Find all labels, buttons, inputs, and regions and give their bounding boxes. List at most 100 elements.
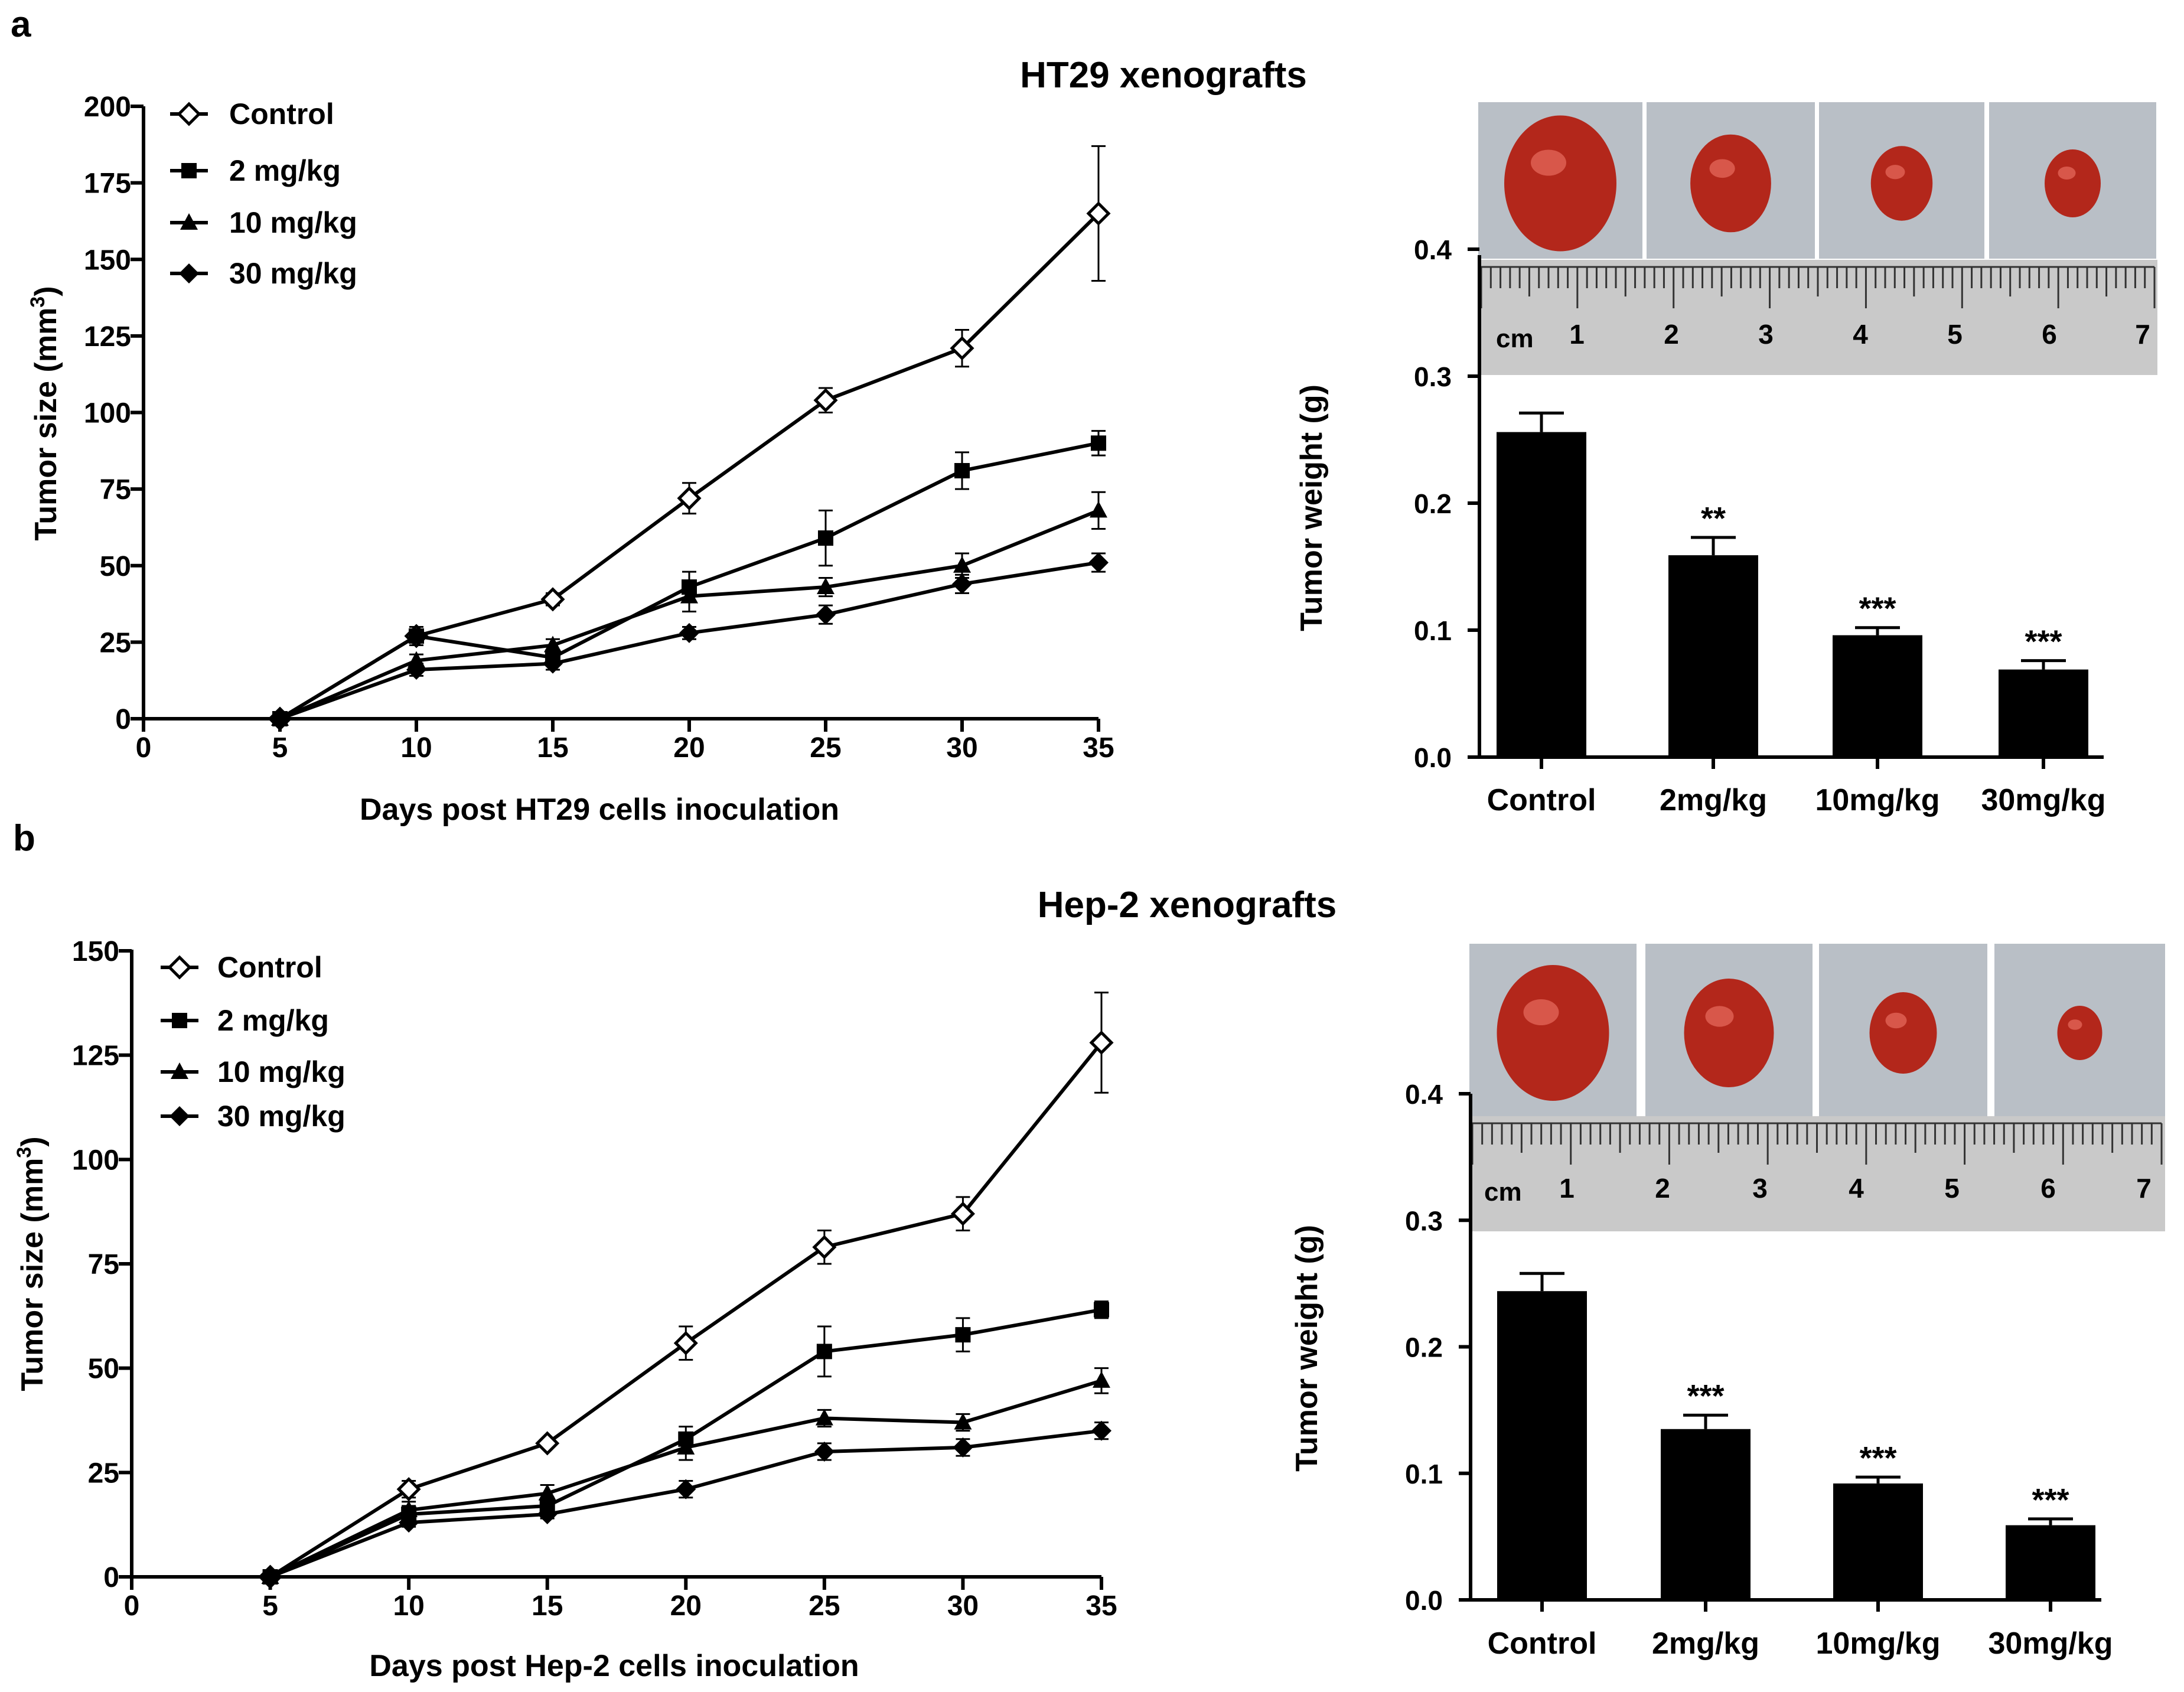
data-point (544, 635, 562, 653)
ruler-number: 4 (1849, 1173, 1864, 1204)
data-point (406, 660, 426, 680)
y-tick-label: 25 (88, 1458, 119, 1489)
x-tick-label: 25 (810, 732, 841, 764)
data-point (1091, 435, 1106, 451)
tumor (1497, 965, 1609, 1101)
legend-marker (180, 213, 198, 230)
panel-b-ruler-unit: cm (1484, 1178, 1522, 1207)
data-point (400, 1500, 418, 1517)
significance-stars: ** (1701, 501, 1726, 536)
data-point (535, 1431, 560, 1456)
tumor-highlight (1531, 149, 1566, 176)
y-tick-label: 50 (88, 1354, 119, 1385)
panel-a-title: HT29 xenografts (1020, 55, 1307, 96)
panel-a-bar-chart: 0.0 0.1 0.2 0.3 0.4 Control 2mg/kg ** 10mg/kg **… (1295, 234, 2105, 817)
tumor-highlight (1709, 159, 1735, 178)
legend-marker (177, 102, 201, 126)
panel-a-photo-tiles (1478, 102, 2156, 259)
y-tick-label: 150 (72, 936, 119, 967)
legend-marker (181, 163, 197, 178)
data-point (1094, 1302, 1109, 1318)
y-tick-label: 125 (84, 321, 131, 353)
panel-b-line-legend: Control 2 mg/kg 10 mg/kg 30 mg/kg (161, 951, 345, 1133)
panel-b-line-ylabel-close: ) (15, 1136, 50, 1146)
x-tick-label: 15 (537, 732, 568, 764)
data-point (812, 1235, 837, 1260)
data-point (950, 336, 974, 361)
y-tick-label: 200 (84, 92, 131, 123)
bar (1668, 555, 1758, 757)
data-point (813, 388, 838, 413)
panel-a-line-ylabel-sup: 3 (27, 296, 49, 308)
legend-label: 2 mg/kg (229, 154, 341, 187)
x-tick-label: 30 (947, 1590, 979, 1622)
bar-y-tick-label: 0.3 (1405, 1205, 1443, 1236)
panel-b-line-ylabel-main: Tumor size (mm (15, 1158, 50, 1391)
ruler-number: 1 (1569, 319, 1585, 350)
y-tick-label: 0 (103, 1562, 119, 1593)
x-tick-label: 10 (400, 732, 432, 764)
data-point (954, 463, 970, 479)
panel-b-line-xticks: 0 5 10 15 20 25 30 35 (124, 1577, 1117, 1622)
tumor (1869, 992, 1937, 1074)
data-point (953, 1437, 973, 1458)
panel-b-line-ylabel: Tumor size (mm3) (13, 1136, 50, 1391)
ruler-number: 1 (1559, 1173, 1575, 1204)
data-point (954, 1413, 972, 1430)
panel-b-line-xlabel: Days post Hep-2 cells inoculation (369, 1649, 859, 1683)
data-point (1088, 552, 1109, 573)
data-point (680, 586, 698, 604)
tumor (2057, 1006, 2102, 1060)
y-tick-label: 100 (72, 1145, 119, 1176)
bar-category-label: 10mg/kg (1815, 783, 1940, 817)
y-tick-label: 0 (115, 704, 131, 735)
data-point (676, 1479, 696, 1499)
data-point (677, 1437, 695, 1455)
significance-stars: *** (1859, 1440, 1896, 1476)
bar (1497, 1291, 1587, 1600)
y-tick-label: 50 (100, 551, 131, 582)
panel-b-bar-yticks: 0.0 0.1 0.2 0.3 0.4 (1405, 1079, 1471, 1616)
legend-marker (179, 263, 199, 283)
data-point (409, 628, 424, 644)
data-point (1093, 1371, 1110, 1388)
y-tick-label: 175 (84, 168, 131, 200)
ruler-number: 2 (1664, 319, 1679, 350)
data-point (817, 578, 835, 595)
bar-y-tick-label: 0.1 (1414, 615, 1452, 646)
panel-b-bars: Control 2mg/kg *** 10mg/kg *** 30mg/kg *** (1488, 1272, 2113, 1661)
panel-a-ruler-unit: cm (1496, 324, 1534, 353)
bar-category-label: 30mg/kg (1989, 1626, 2113, 1661)
tumor-highlight (1705, 1006, 1734, 1027)
legend-label: Control (229, 97, 334, 131)
bar (1999, 669, 2088, 757)
x-tick-label: 25 (809, 1590, 840, 1622)
panel-a-bar-ylabel: Tumor weight (g) (1295, 384, 1329, 631)
panel-a-line-xticks: 0 5 10 15 20 25 30 35 (136, 719, 1114, 764)
legend-marker (172, 1013, 187, 1028)
legend-label: Control (217, 951, 322, 984)
panel-b-line-ylabel-sup: 3 (13, 1147, 35, 1158)
panel-a-bar-yticks: 0.0 0.1 0.2 0.3 0.4 (1414, 234, 1479, 773)
panel-a-bars: Control 2mg/kg ** 10mg/kg *** 30mg/kg *** (1487, 411, 2105, 817)
tumor (2045, 149, 2101, 217)
data-point (540, 587, 565, 612)
panel-a-line-ylabel-close: ) (29, 286, 63, 296)
bar-category-label: 10mg/kg (1816, 1626, 1941, 1661)
tumor-highlight (1885, 1012, 1907, 1029)
bar-y-tick-label: 0.2 (1405, 1332, 1443, 1363)
data-point (816, 604, 836, 625)
data-point (1089, 1030, 1114, 1055)
tumor (1870, 146, 1933, 221)
legend-label: 2 mg/kg (217, 1004, 329, 1037)
bar-category-label: Control (1487, 783, 1596, 817)
panel-b-bar-chart: 0.0 0.1 0.2 0.3 0.4 Control 2mg/kg *** 10mg/kg *… (1290, 1079, 2113, 1661)
legend-label: 10 mg/kg (217, 1055, 345, 1088)
y-tick-label: 25 (100, 627, 131, 658)
bar-y-tick-label: 0.4 (1414, 234, 1452, 265)
x-tick-label: 20 (673, 732, 705, 764)
x-tick-label: 0 (136, 732, 152, 764)
data-point (677, 486, 702, 511)
panel-a-line-ylabel: Tumor size (mm3) (27, 286, 63, 540)
significance-stars: *** (2025, 624, 2062, 660)
